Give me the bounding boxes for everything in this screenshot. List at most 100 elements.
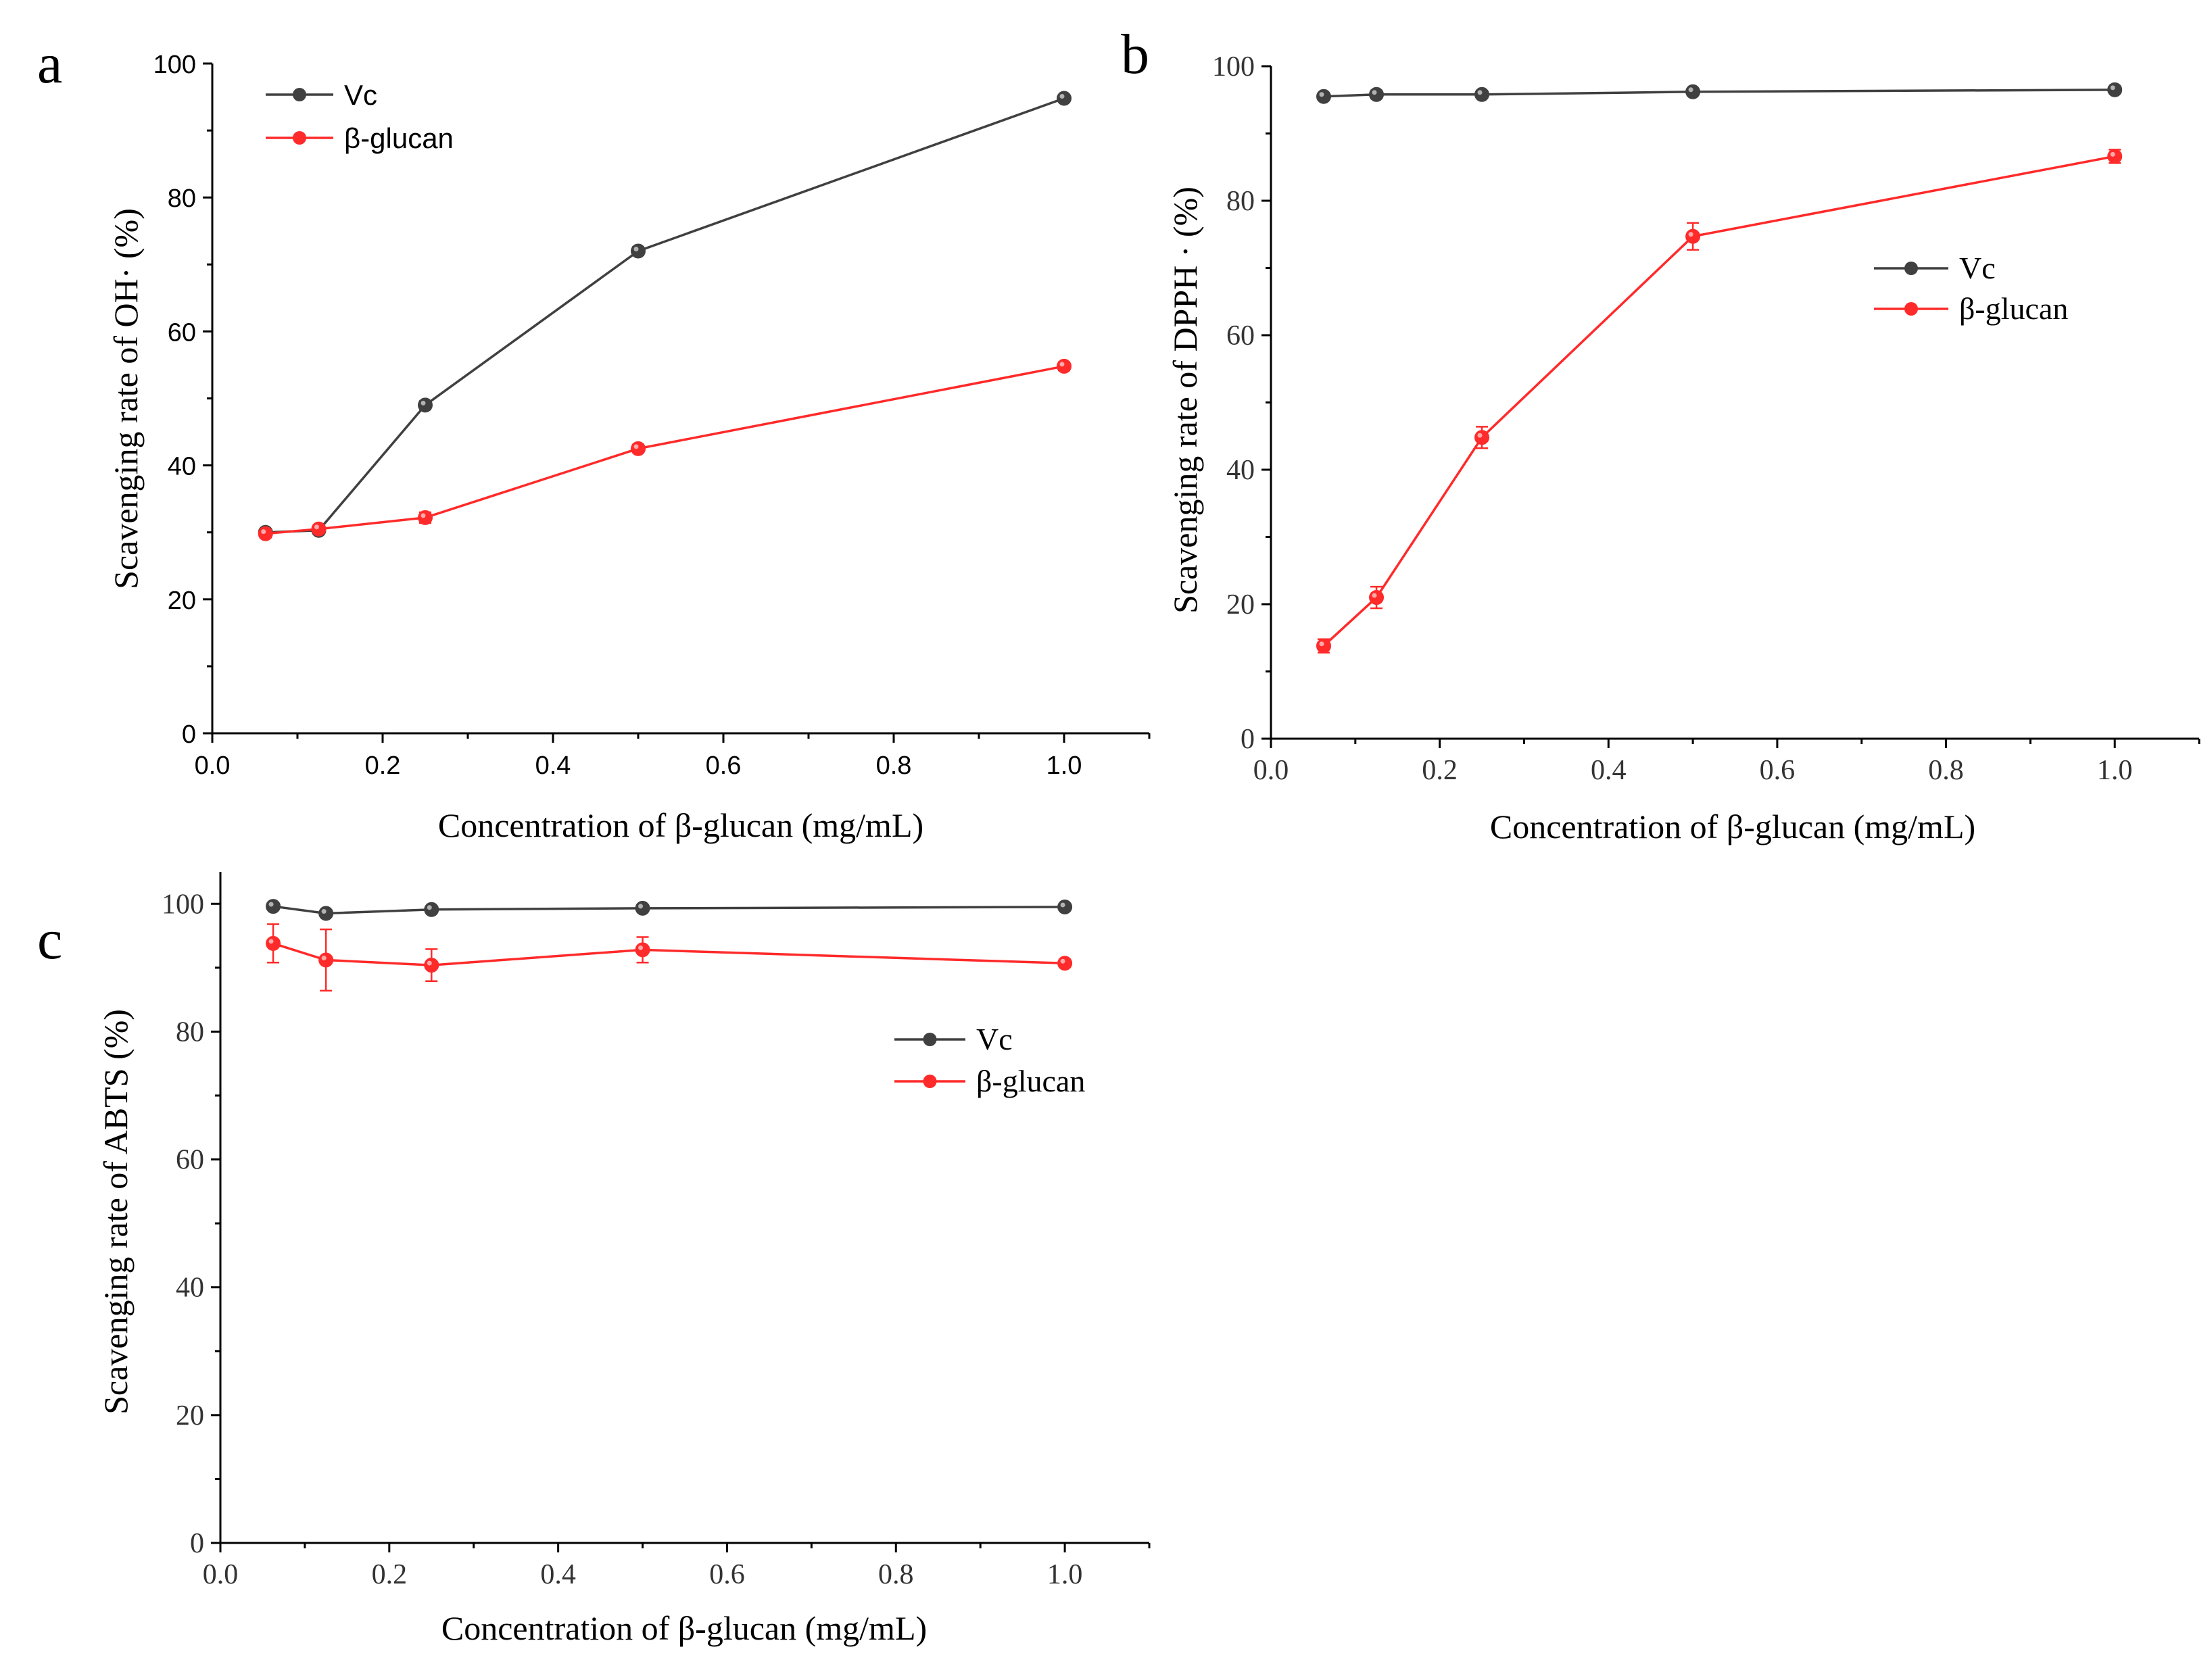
x-tick-label: 1.0 (1047, 752, 1082, 780)
data-point (318, 952, 334, 968)
y-axis-title: Scavenging rate of OH· (%) (107, 208, 145, 589)
legend-label: Vc (344, 79, 377, 111)
legend-marker (1904, 302, 1918, 316)
data-point (1369, 87, 1385, 102)
x-tick-label: 1.0 (1047, 1559, 1083, 1590)
data-point-highlight (420, 513, 426, 518)
legend-marker (923, 1033, 937, 1046)
data-point (635, 942, 650, 958)
legend-label: Vc (1959, 251, 1996, 285)
data-point-highlight (1477, 90, 1483, 95)
legend-marker (923, 1075, 937, 1088)
y-tick-label: 0 (182, 720, 196, 749)
data-point-highlight (1372, 90, 1377, 95)
data-point-highlight (2110, 85, 2115, 91)
legend-label: Vc (976, 1022, 1013, 1056)
data-point (1474, 87, 1490, 102)
series-vc: Vc (1316, 82, 2123, 285)
x-tick-label: 0.0 (1253, 755, 1289, 786)
x-tick-label: 0.2 (365, 752, 401, 780)
data-point (635, 900, 650, 916)
data-point-highlight (321, 956, 327, 961)
data-point-highlight (427, 905, 432, 910)
data-point-highlight (314, 524, 319, 530)
x-axis-title: Concentration of β-glucan (mg/mL) (438, 806, 923, 844)
y-tick-label: 20 (168, 587, 196, 615)
legend-label: β-glucan (1959, 291, 2068, 326)
panel-letter: b (1121, 23, 1149, 86)
data-point (1369, 590, 1385, 606)
series-beta-glucan: β-glucan (258, 122, 1072, 541)
x-tick-label: 0.0 (195, 752, 231, 780)
y-tick-label: 60 (176, 1145, 204, 1176)
data-point (2107, 149, 2123, 164)
data-point-highlight (268, 902, 274, 907)
x-tick-label: 0.4 (535, 752, 571, 780)
series-line (1323, 89, 2115, 98)
data-point-highlight (427, 960, 432, 966)
data-point-highlight (420, 400, 426, 406)
x-tick-label: 0.2 (1422, 755, 1458, 786)
x-tick-label: 0.8 (878, 1559, 914, 1590)
data-point (258, 526, 273, 541)
x-tick-label: 0.6 (706, 752, 742, 780)
data-point-highlight (1319, 641, 1324, 647)
panel-letter: a (37, 32, 62, 95)
data-point (266, 899, 281, 914)
data-point-highlight (638, 904, 644, 909)
data-point (1057, 358, 1072, 374)
y-axis-title: Scavenging rate of ABTS (%) (97, 1009, 135, 1415)
y-tick-label: 80 (1226, 186, 1255, 217)
y-tick-label: 40 (1226, 455, 1255, 486)
y-axis-title: Scavenging rate of DPPH · (%) (1166, 187, 1204, 614)
x-tick-label: 0.6 (709, 1559, 745, 1590)
data-point (1316, 638, 1332, 654)
y-tick-label: 80 (176, 1016, 204, 1048)
series-line (265, 365, 1065, 535)
data-point (1685, 84, 1701, 99)
x-tick-label: 0.4 (1591, 755, 1627, 786)
x-tick-label: 1.0 (2097, 755, 2133, 786)
y-tick-label: 0 (190, 1528, 204, 1559)
data-point (266, 935, 281, 951)
data-point (311, 521, 327, 537)
series-beta-glucan: β-glucan (266, 923, 1085, 1098)
series-beta-glucan: β-glucan (1316, 149, 2123, 654)
x-axis-title: Concentration of β-glucan (mg/mL) (1490, 808, 1975, 845)
data-point (1474, 430, 1490, 445)
legend-label: β-glucan (976, 1064, 1085, 1098)
chart-panel-b: b 0.0 0.2 0.4 0.6 0.8 1.0 0 20 40 60 80 100 Concentra… (1121, 23, 2201, 845)
data-point-highlight (633, 246, 639, 251)
data-point-highlight (1477, 433, 1483, 438)
x-tick-label: 0.8 (1928, 755, 1964, 786)
y-tick-label: 40 (168, 453, 196, 481)
data-point (2107, 82, 2123, 97)
data-point (1057, 900, 1073, 915)
data-point-highlight (633, 444, 639, 449)
data-point (418, 510, 433, 525)
data-point-highlight (268, 939, 274, 944)
x-tick-label: 0.0 (203, 1559, 239, 1590)
data-point-highlight (321, 908, 327, 914)
data-point (1685, 228, 1701, 244)
data-point (418, 397, 433, 413)
data-point (1316, 89, 1332, 104)
data-point (1057, 956, 1073, 971)
data-point-highlight (1060, 902, 1065, 908)
x-tick-label: 0.2 (372, 1559, 408, 1590)
y-tick-label: 60 (1226, 320, 1255, 351)
legend-marker (293, 88, 306, 101)
data-point-highlight (1372, 593, 1377, 598)
x-tick-label: 0.6 (1760, 755, 1796, 786)
panel-letter: c (37, 908, 62, 971)
y-tick-label: 40 (176, 1273, 204, 1304)
y-tick-label: 0 (1241, 724, 1255, 755)
legend-marker (293, 131, 306, 145)
series-line (272, 905, 1065, 915)
data-point (424, 902, 439, 917)
data-point-highlight (1688, 87, 1693, 93)
data-point-highlight (2110, 151, 2115, 157)
data-point (318, 906, 334, 921)
chart-panel-c: c 0.0 0.2 0.4 0.6 0.8 1.0 0 20 40 60 80 100 Concentra… (37, 872, 1151, 1647)
